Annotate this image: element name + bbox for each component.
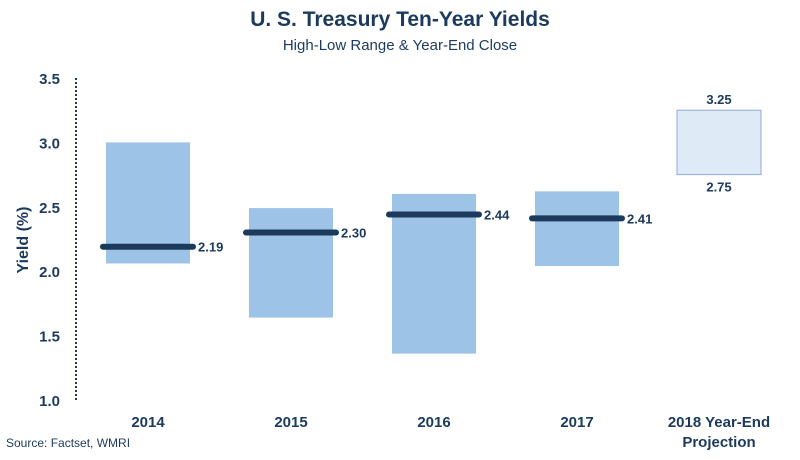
- range-bar-2016: [392, 193, 476, 354]
- x-tick-label-2015: 2015: [274, 414, 307, 431]
- x-tick-label-2014: 2014: [131, 414, 165, 431]
- close-label-2014: 2.19: [198, 240, 223, 255]
- projection-low-label: 2.75: [706, 180, 731, 195]
- range-bar-2014: [106, 142, 190, 264]
- y-tick-labels: 1.0 1.5 2.0 2.5 3.0 3.5: [39, 71, 60, 410]
- y-axis-label: Yield (%): [15, 207, 32, 274]
- range-bars: 2.19 2.30 2.44 2.41 3.25 2.75: [100, 92, 762, 354]
- close-label-2015: 2.30: [341, 226, 366, 241]
- range-bar-2015: [249, 208, 333, 318]
- x-tick-label-2016: 2016: [417, 414, 450, 431]
- projection-range-box: [676, 109, 762, 176]
- chart-title: U. S. Treasury Ten-Year Yields: [250, 8, 550, 31]
- y-tick-label-1.0: 1.0: [39, 393, 60, 410]
- projection-high-label: 3.25: [706, 92, 731, 107]
- close-label-2017: 2.41: [627, 211, 652, 226]
- x-tick-labels: 2014 2015 2016 2017 2018 Year-End Projection: [131, 414, 770, 451]
- source-note: Source: Factset, WMRI: [6, 436, 131, 450]
- close-label-2016: 2.44: [484, 208, 510, 223]
- chart-subtitle: High-Low Range & Year-End Close: [282, 37, 518, 54]
- y-tick-label-2.5: 2.5: [39, 200, 60, 217]
- y-tick-label-1.5: 1.5: [39, 329, 60, 346]
- y-tick-label-3.5: 3.5: [39, 71, 60, 88]
- y-tick-label-2.0: 2.0: [39, 264, 60, 281]
- x-tick-label-2017: 2017: [560, 414, 593, 431]
- y-tick-label-3.0: 3.0: [39, 135, 60, 152]
- x-tick-label-2018 Year-End Projection: 2018 Year-End Projection: [668, 414, 770, 451]
- range-bar-2017: [535, 191, 619, 267]
